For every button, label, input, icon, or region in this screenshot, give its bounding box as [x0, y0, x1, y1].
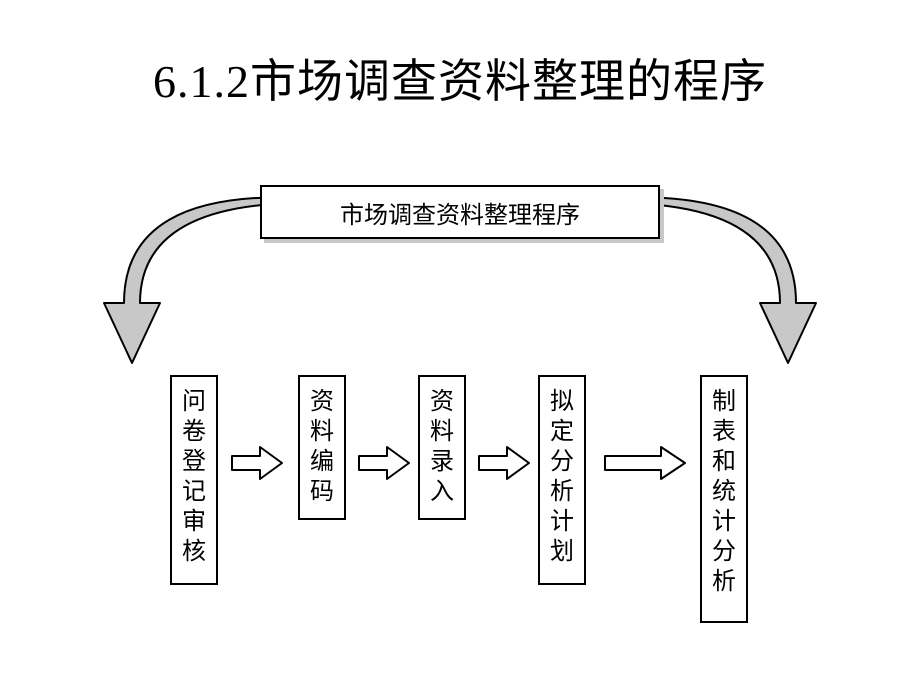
step-label: 制表和统计分析 — [712, 387, 736, 597]
step-box-5: 制表和统计分析 — [700, 375, 748, 623]
step-label: 资料编码 — [310, 387, 334, 507]
step-label: 资料录入 — [430, 387, 454, 507]
step-label: 拟定分析计划 — [550, 387, 574, 567]
step-box-2: 资料编码 — [298, 375, 346, 520]
small-arrow-3 — [477, 445, 531, 481]
step-box-1: 问卷登记审核 — [170, 375, 218, 585]
page-title: 6.1.2市场调查资料整理的程序 — [0, 45, 920, 111]
small-arrow-1 — [230, 445, 284, 481]
small-arrow-4 — [603, 445, 687, 481]
header-box: 市场调查资料整理程序 — [260, 185, 660, 239]
step-box-4: 拟定分析计划 — [538, 375, 586, 585]
step-box-3: 资料录入 — [418, 375, 466, 520]
small-arrow-2 — [357, 445, 411, 481]
step-label: 问卷登记审核 — [182, 387, 206, 567]
